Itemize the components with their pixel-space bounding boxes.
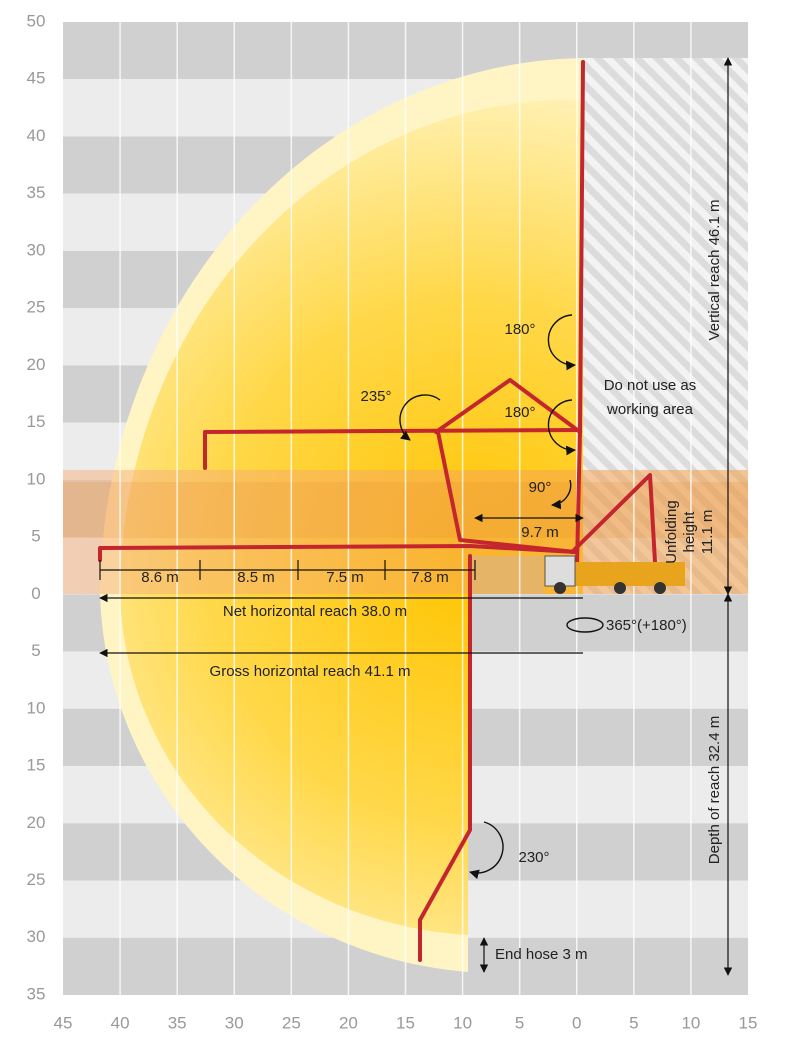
- label: Vertical reach 46.1 m: [706, 200, 723, 341]
- y-label: 35: [27, 984, 46, 1003]
- y-label: 15: [27, 412, 46, 431]
- wheel: [654, 582, 666, 594]
- horizontal-boom-high: [203, 428, 582, 470]
- wheel: [614, 582, 626, 594]
- y-label: 30: [27, 927, 46, 946]
- x-label: 35: [168, 1013, 187, 1032]
- x-label: 20: [339, 1013, 358, 1032]
- y-label: 0: [31, 584, 40, 603]
- label: height: [681, 511, 698, 553]
- label: 7.8 m: [411, 569, 449, 586]
- y-label: 5: [31, 527, 40, 546]
- y-label: 30: [27, 240, 46, 259]
- grid: [119, 22, 692, 995]
- label: 180°: [504, 321, 535, 338]
- rot: [547, 399, 576, 456]
- label: Unfolding: [663, 500, 680, 563]
- y-label: 20: [27, 355, 46, 374]
- rot: [399, 394, 441, 441]
- x-label: 5: [515, 1013, 524, 1032]
- x-label: 45: [54, 1013, 73, 1032]
- y-label: 5: [31, 641, 40, 660]
- label: Gross horizontal reach 41.1 m: [210, 663, 411, 680]
- x-label: 10: [681, 1013, 700, 1032]
- truck-zone: [468, 556, 543, 594]
- slew: [566, 617, 604, 633]
- truck-cab: [544, 555, 576, 587]
- x-label: 0: [572, 1013, 581, 1032]
- label: 230°: [518, 849, 549, 866]
- dimensions: [99, 57, 733, 976]
- rot: [469, 821, 504, 880]
- label: Depth of reach 32.4 m: [706, 716, 723, 864]
- rot: [551, 479, 572, 510]
- label: 7.5 m: [326, 569, 364, 586]
- x-label: 5: [629, 1013, 638, 1032]
- unfolding-boom: [570, 473, 657, 564]
- rot: [547, 314, 576, 371]
- wheel: [554, 582, 566, 594]
- labels: Vertical reach 46.1 m Depth of reach 32.…: [141, 200, 723, 963]
- y-label: 35: [27, 183, 46, 202]
- y-label: 50: [27, 11, 46, 30]
- label: 235°: [360, 388, 391, 405]
- label: 9.7 m: [521, 524, 559, 541]
- y-label: 25: [27, 870, 46, 889]
- x-label: 30: [225, 1013, 244, 1032]
- label: Do not use as: [604, 377, 697, 394]
- label: 365°(+180°): [606, 617, 687, 634]
- folded-arm: [434, 378, 582, 434]
- label: 8.5 m: [237, 569, 275, 586]
- x-label: 40: [111, 1013, 130, 1032]
- y-label: 10: [27, 469, 46, 488]
- label: working area: [606, 401, 694, 418]
- y-label: 40: [27, 126, 46, 145]
- y-label: 25: [27, 298, 46, 317]
- label: Net horizontal reach 38.0 m: [223, 603, 407, 620]
- label: End hose 3 m: [495, 946, 588, 963]
- truck: [544, 555, 685, 594]
- x-label: 15: [739, 1013, 758, 1032]
- y-label: 45: [27, 69, 46, 88]
- label: 90°: [529, 479, 552, 496]
- down-boom: [418, 554, 472, 962]
- y-label: 10: [27, 698, 46, 717]
- label: 8.6 m: [141, 569, 179, 586]
- rotation-arrows: [399, 314, 604, 880]
- x-label: 25: [282, 1013, 301, 1032]
- y-label: 15: [27, 756, 46, 775]
- label: 11.1 m: [699, 510, 716, 555]
- y-label: 20: [27, 813, 46, 832]
- horizontal-boom: [98, 544, 577, 562]
- label: 180°: [504, 404, 535, 421]
- x-label: 15: [396, 1013, 415, 1032]
- x-label: 10: [453, 1013, 472, 1032]
